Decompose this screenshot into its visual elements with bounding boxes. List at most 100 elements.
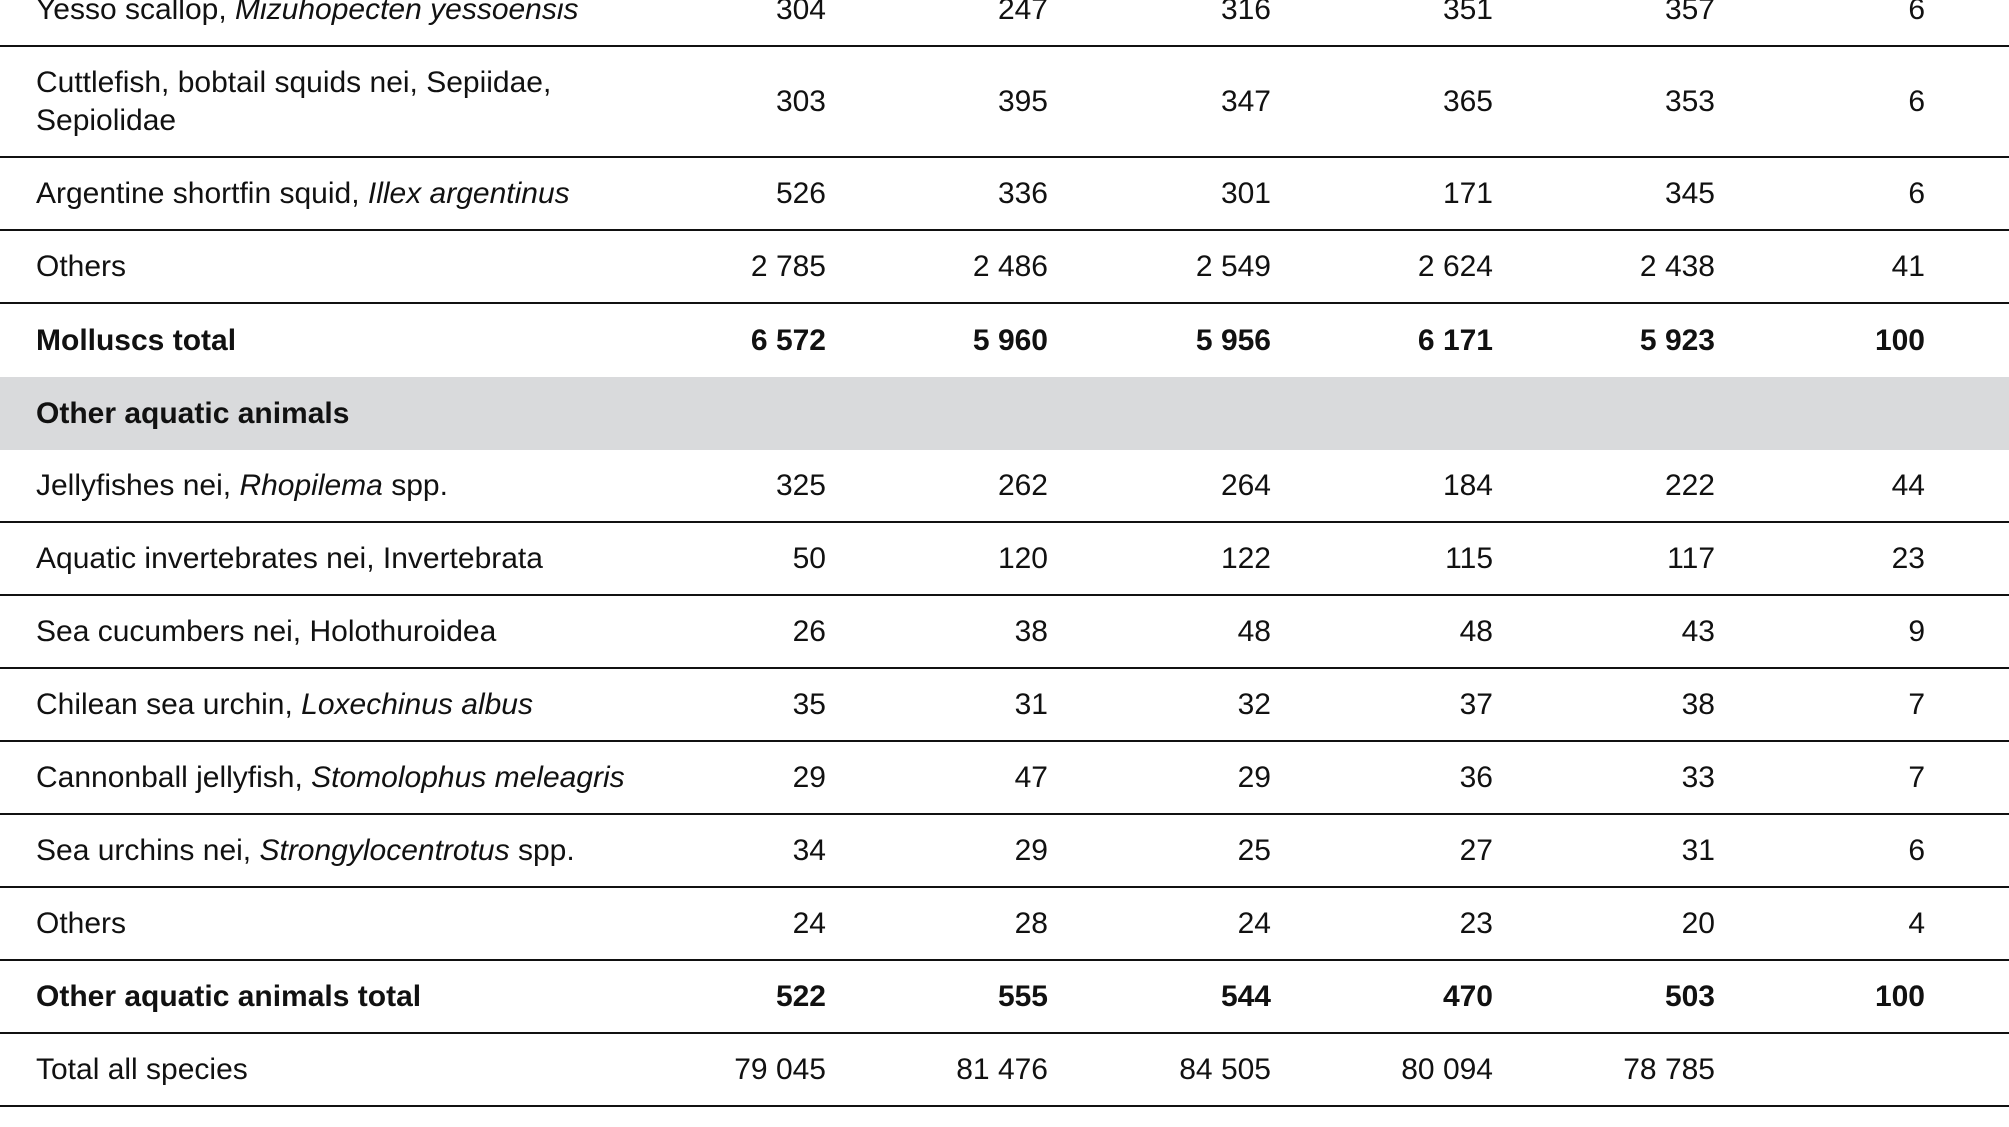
label-text: Chilean sea urchin, [36,687,302,721]
scientific-name: Loxechinus albus [301,687,533,721]
share-percent-cell: 44 [1891,468,1925,502]
value-cell: 50 [792,541,826,575]
label-text: Jellyfishes nei, [36,468,240,502]
scientific-name: Rhopilema [239,468,383,502]
value-cell: 353 [1664,84,1715,118]
section-header-row: Other aquatic animals [0,377,2009,450]
value-cell: 35 [792,687,826,721]
label-text: Cuttlefish, bobtail squids nei, Sepiidae… [36,65,552,137]
label-text: Argentine shortfin squid, [36,176,368,210]
table-row: Yesso scallop, Mizuhopecten yessoensis 30… [0,0,2009,47]
scientific-name: Strongylocentrotus [259,833,510,867]
value-cell: 555 [997,979,1048,1013]
share-percent-cell: 7 [1908,687,1925,721]
table-row: Molluscs total 6 572 5 960 5 956 6 171 5 923 1… [0,304,2009,377]
value-cell: 78 785 [1623,1052,1715,1086]
value-cell: 23 [1459,906,1493,940]
value-cell: 29 [1237,760,1271,794]
value-cell: 2 785 [750,249,826,283]
share-percent-cell: 6 [1908,833,1925,867]
value-cell: 29 [792,760,826,794]
value-cell: 184 [1442,468,1493,502]
value-cell: 171 [1442,176,1493,210]
value-cell: 122 [1220,541,1271,575]
table-row: Jellyfishes nei, Rhopilema spp. 325 262 264… [0,450,2009,523]
value-cell: 222 [1664,468,1715,502]
row-label: Other aquatic animals [36,377,676,450]
table-row: Total all species 79 045 81 476 84 505 80 09… [0,1034,2009,1107]
value-cell: 20 [1681,906,1715,940]
row-label: Aquatic invertebrates nei, Invertebrata [36,523,676,594]
table-row: Chilean sea urchin, Loxechinus albus 35 31… [0,669,2009,742]
table-row: Cuttlefish, bobtail squids nei, Sepiidae… [0,47,2009,158]
row-label: Chilean sea urchin, Loxechinus albus [36,669,676,740]
share-percent-cell: 23 [1891,541,1925,575]
row-label: Others [36,888,676,959]
share-percent-cell: 6 [1908,0,1925,26]
value-cell: 2 549 [1195,249,1271,283]
row-label: Argentine shortfin squid, Illex argentin… [36,158,676,229]
value-cell: 79 045 [734,1052,826,1086]
value-cell: 365 [1442,84,1493,118]
value-cell: 6 171 [1417,323,1493,357]
value-cell: 5 956 [1195,323,1271,357]
value-cell: 48 [1237,614,1271,648]
table-row: Aquatic invertebrates nei, Invertebrata 5… [0,523,2009,596]
value-cell: 24 [1237,906,1271,940]
table-row: Sea cucumbers nei, Holothuroidea 26 38 48 48… [0,596,2009,669]
value-cell: 301 [1220,176,1271,210]
value-cell: 5 960 [972,323,1048,357]
value-cell: 325 [775,468,826,502]
value-cell: 395 [997,84,1048,118]
table-row: Others 24 28 24 23 20 4 [0,888,2009,961]
value-cell: 544 [1220,979,1271,1013]
label-text: spp. [382,468,448,502]
share-percent-cell: 4 [1908,906,1925,940]
label-text: Cannonball jellyfish, [36,760,312,794]
value-cell: 117 [1667,541,1715,575]
label-text: Others [36,249,127,283]
value-cell: 2 624 [1417,249,1493,283]
value-cell: 81 476 [956,1052,1048,1086]
label-text: Aquatic invertebrates nei, Invertebrata [36,541,543,575]
share-percent-cell: 6 [1908,84,1925,118]
table-row: Other aquatic animals total 522 555 544 470 5… [0,961,2009,1034]
value-cell: 25 [1237,833,1271,867]
scientific-name: Illex argentinus [367,176,570,210]
value-cell: 304 [775,0,826,26]
row-label: Jellyfishes nei, Rhopilema spp. [36,450,676,521]
value-cell: 38 [1014,614,1048,648]
value-cell: 503 [1664,979,1715,1013]
row-label: Other aquatic animals total [36,961,676,1032]
value-cell: 32 [1237,687,1271,721]
value-cell: 33 [1681,760,1715,794]
value-cell: 303 [775,84,826,118]
value-cell: 84 505 [1179,1052,1271,1086]
share-percent-cell: 100 [1874,323,1925,357]
share-percent-cell: 7 [1908,760,1925,794]
value-cell: 5 923 [1639,323,1715,357]
share-percent-cell: 9 [1908,614,1925,648]
label-text: Other aquatic animals total [36,979,422,1013]
value-cell: 2 438 [1639,249,1715,283]
table-row: Cannonball jellyfish, Stomolophus meleag… [0,742,2009,815]
label-text: Sea cucumbers nei, Holothuroidea [36,614,497,648]
share-percent-cell: 6 [1908,176,1925,210]
value-cell: 351 [1442,0,1493,26]
value-cell: 470 [1442,979,1493,1013]
value-cell: 316 [1220,0,1271,26]
value-cell: 247 [997,0,1048,26]
label-text: Total all species [36,1052,248,1086]
value-cell: 43 [1681,614,1715,648]
value-cell: 262 [997,468,1048,502]
value-cell: 34 [792,833,826,867]
value-cell: 37 [1459,687,1493,721]
value-cell: 357 [1664,0,1715,26]
share-percent-cell: 100 [1874,979,1925,1013]
value-cell: 47 [1014,760,1048,794]
value-cell: 526 [775,176,826,210]
row-label: Yesso scallop, Mizuhopecten yessoensis [36,0,676,45]
row-label: Cannonball jellyfish, Stomolophus meleag… [36,742,676,813]
value-cell: 28 [1014,906,1048,940]
